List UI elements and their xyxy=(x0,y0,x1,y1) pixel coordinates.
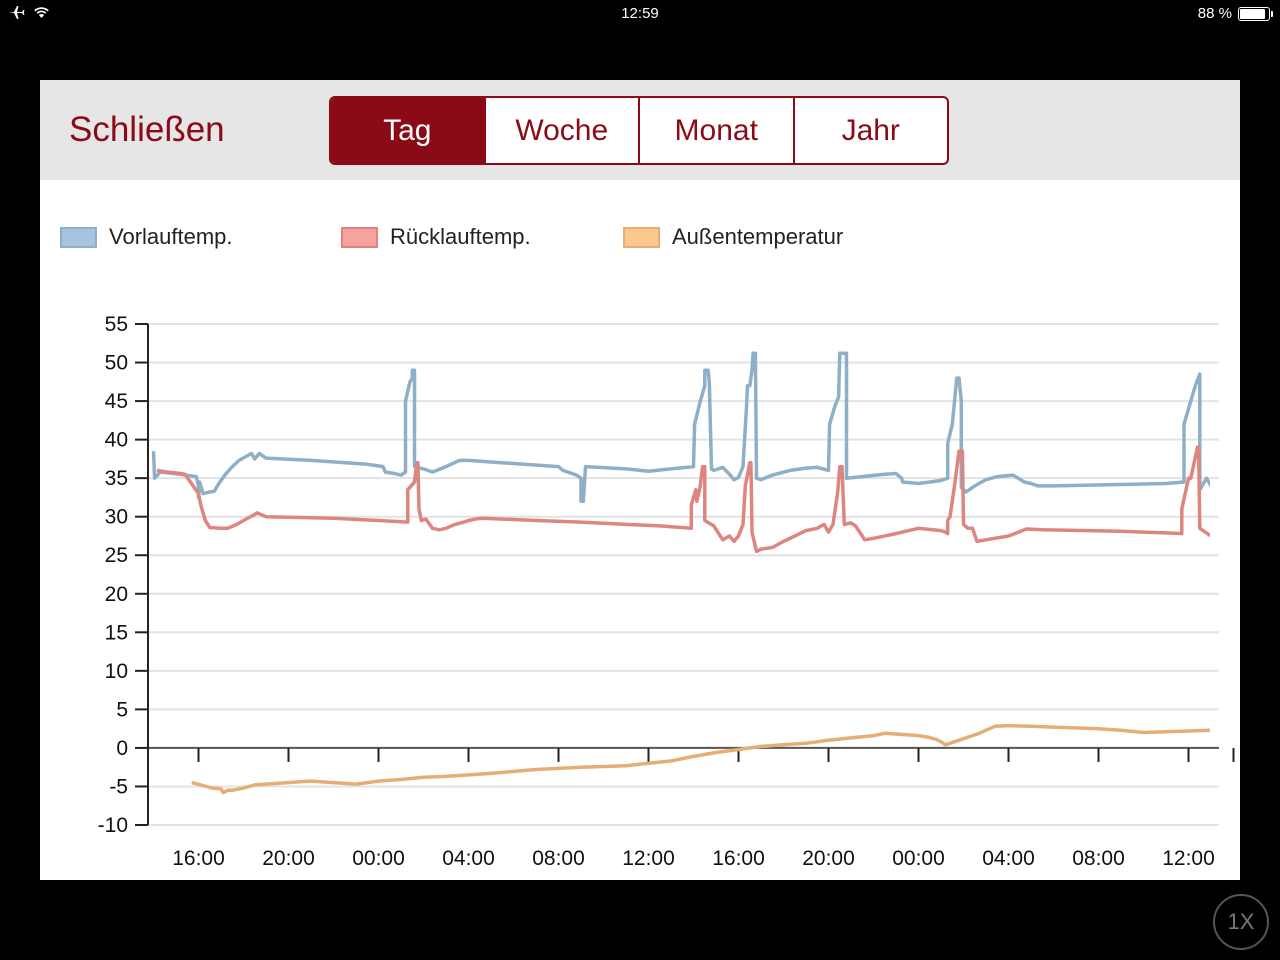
chart-panel: Schließen Tag Woche Monat Jahr Vorlaufte… xyxy=(40,80,1240,880)
tab-tag[interactable]: Tag xyxy=(331,98,484,163)
close-button[interactable]: Schließen xyxy=(69,110,225,149)
legend-label-vorlauf: Vorlauftemp. xyxy=(109,224,233,249)
y-tick-label: 25 xyxy=(105,544,128,567)
y-tick-label: -5 xyxy=(109,775,128,798)
airplane-icon xyxy=(9,6,25,19)
y-tick-label: 15 xyxy=(105,621,128,644)
x-tick-label: 00:00 xyxy=(892,847,945,870)
x-tick-label: 16:00 xyxy=(712,847,765,870)
status-left xyxy=(8,5,50,20)
series-line-vorlauf xyxy=(151,351,1210,504)
legend-swatch-vorlauf xyxy=(60,226,97,248)
x-tick-label: 04:00 xyxy=(442,847,495,870)
y-tick-label: 30 xyxy=(105,506,128,529)
y-tick-label: 45 xyxy=(105,390,128,413)
legend-item-aussen[interactable]: Außentemperatur xyxy=(623,224,843,250)
tab-jahr[interactable]: Jahr xyxy=(792,98,948,163)
y-tick-label: 40 xyxy=(105,429,128,452)
header-bar: Schließen Tag Woche Monat Jahr xyxy=(40,80,1240,180)
y-tick-label: 5 xyxy=(116,698,128,721)
battery-fill xyxy=(1240,8,1265,19)
x-tick-label: 00:00 xyxy=(352,847,405,870)
legend-swatch-aussen xyxy=(623,226,660,248)
x-tick-label: 12:00 xyxy=(1162,847,1215,870)
legend-item-vorlauf[interactable]: Vorlauftemp. xyxy=(60,224,233,250)
legend-item-ruecklauf[interactable]: Rücklauftemp. xyxy=(341,224,531,250)
status-time: 12:59 xyxy=(621,5,659,22)
status-bar: 12:59 88 % xyxy=(0,0,1280,28)
battery-percent: 88 % xyxy=(1197,5,1232,22)
x-tick-label: 20:00 xyxy=(262,847,315,870)
y-tick-label: 20 xyxy=(105,583,128,606)
zoom-button[interactable]: 1X xyxy=(1213,894,1269,950)
legend-swatch-ruecklauf xyxy=(341,226,378,248)
y-tick-label: 55 xyxy=(105,313,128,336)
x-tick-label: 04:00 xyxy=(982,847,1035,870)
series-line-ruecklauf xyxy=(156,445,1210,554)
x-tick-label: 16:00 xyxy=(172,847,225,870)
y-tick-label: 50 xyxy=(105,352,128,375)
status-right: 88 % xyxy=(1197,5,1273,22)
x-tick-label: 08:00 xyxy=(1072,847,1125,870)
legend-label-aussen: Außentemperatur xyxy=(672,224,844,249)
x-tick-label: 20:00 xyxy=(802,847,855,870)
series-line-aussen xyxy=(191,723,1210,795)
y-tick-label: -10 xyxy=(98,814,128,837)
y-tick-label: 10 xyxy=(105,660,128,683)
period-segmented-control: Tag Woche Monat Jahr xyxy=(329,96,949,165)
x-tick-label: 08:00 xyxy=(532,847,585,870)
x-tick-label: 12:00 xyxy=(622,847,675,870)
battery-icon xyxy=(1238,6,1273,21)
y-tick-label: 0 xyxy=(116,737,128,760)
legend-label-ruecklauf: Rücklauftemp. xyxy=(390,224,531,249)
tab-woche[interactable]: Woche xyxy=(483,98,639,163)
tab-monat[interactable]: Monat xyxy=(638,98,793,163)
y-tick-label: 35 xyxy=(105,467,128,490)
wifi-icon xyxy=(34,7,49,18)
